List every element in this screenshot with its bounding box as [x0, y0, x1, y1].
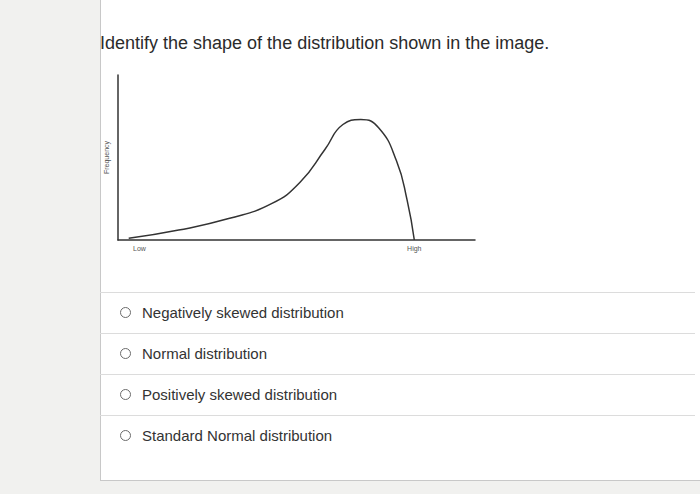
- html-text:Normal distribution: Normal distribution: [142, 345, 267, 362]
- html-text:Identify the shape of the dist: Identify the shape of the distribution s…: [100, 33, 550, 53]
- html-text:Negatively skewed distribution: Negatively skewed distribution: [142, 304, 344, 321]
- html-text:Positively skewed distribution: Positively skewed distribution: [142, 386, 338, 403]
- svg-text:Frequency: Frequency: [103, 140, 111, 174]
- svg-text:Low: Low: [133, 245, 147, 252]
- svg-text:High: High: [407, 245, 422, 253]
- html-text:Standard Normal distribution: Standard Normal distribution: [142, 427, 333, 444]
